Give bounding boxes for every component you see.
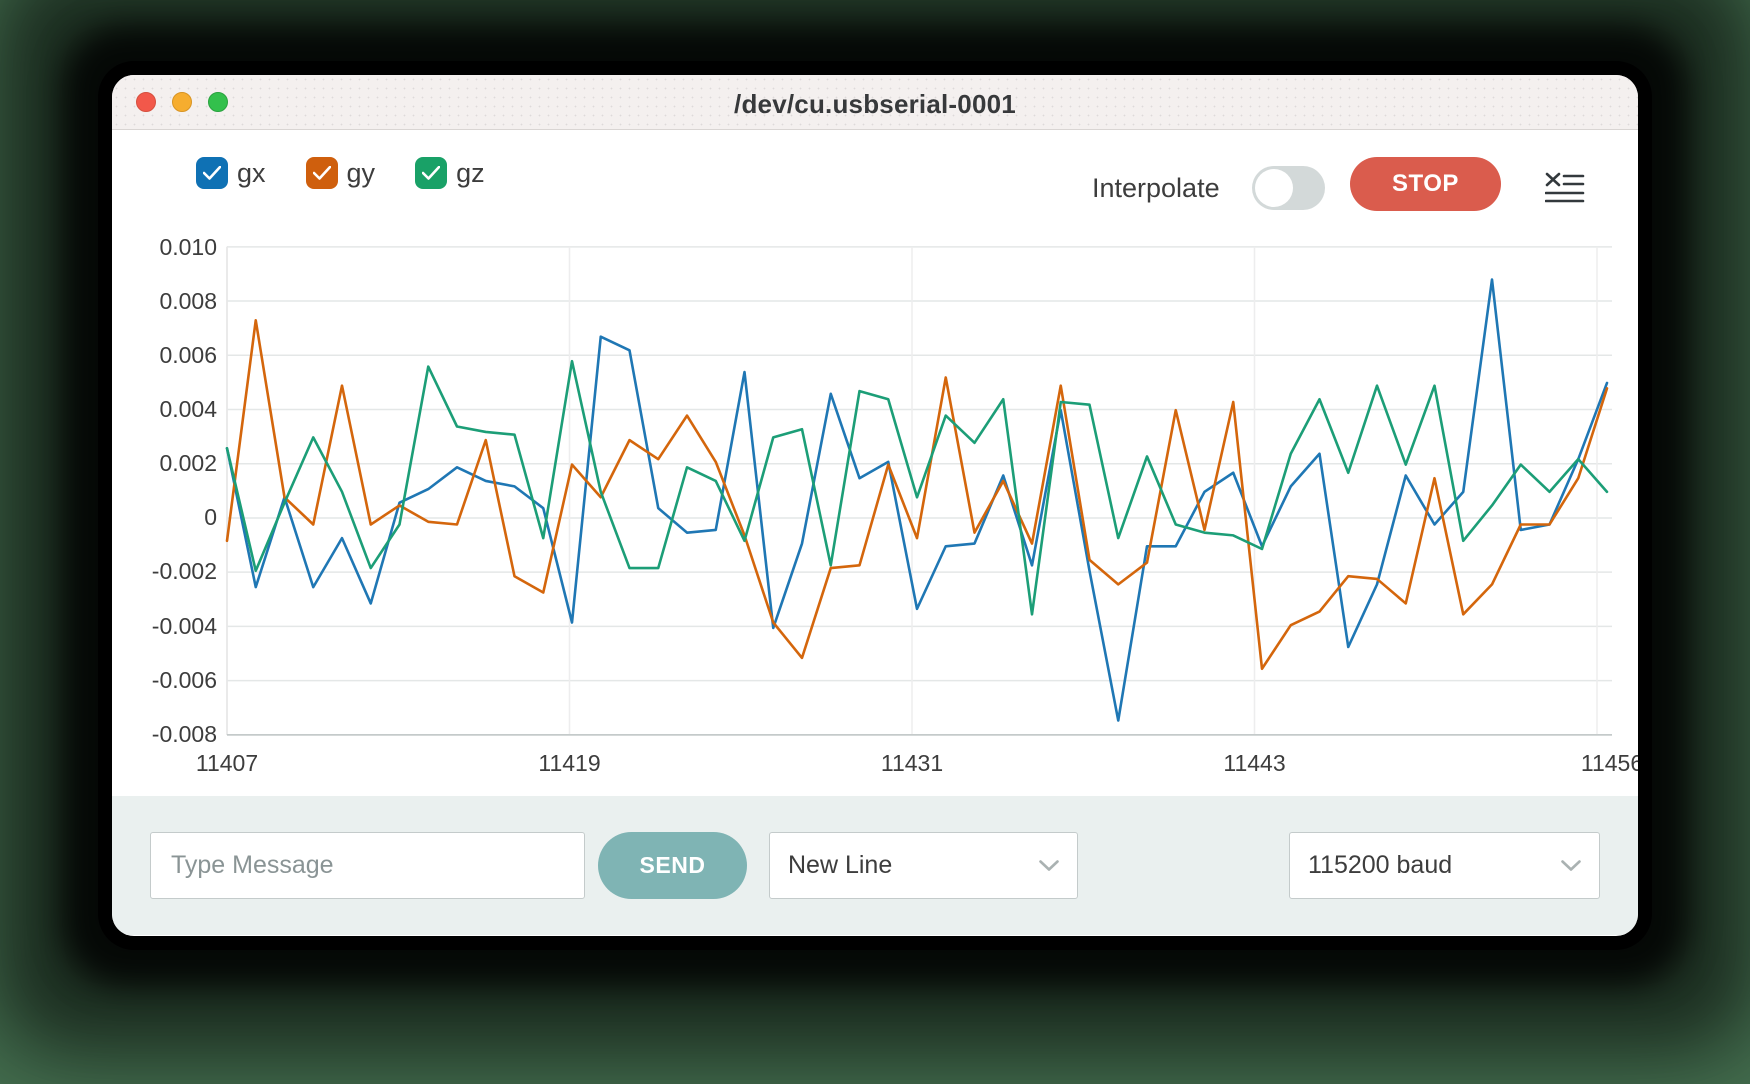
svg-text:-0.002: -0.002 [152, 558, 217, 584]
svg-text:0.010: 0.010 [159, 236, 217, 260]
svg-text:0.006: 0.006 [159, 342, 217, 368]
svg-text:0.004: 0.004 [159, 396, 217, 422]
svg-text:11443: 11443 [1223, 750, 1285, 776]
svg-text:11456: 11456 [1581, 750, 1638, 776]
svg-text:-0.006: -0.006 [152, 667, 217, 693]
svg-text:-0.008: -0.008 [152, 721, 217, 747]
svg-text:0.008: 0.008 [159, 288, 217, 314]
svg-text:0: 0 [204, 504, 217, 530]
svg-text:11419: 11419 [538, 750, 600, 776]
svg-text:-0.004: -0.004 [152, 613, 217, 639]
svg-text:0.002: 0.002 [159, 450, 217, 476]
svg-text:11431: 11431 [881, 750, 943, 776]
svg-text:11407: 11407 [196, 750, 258, 776]
